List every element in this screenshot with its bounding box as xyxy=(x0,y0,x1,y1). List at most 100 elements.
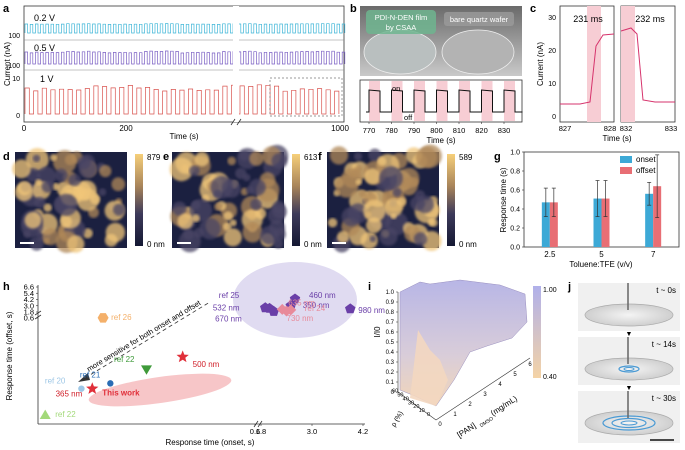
xtick-i-label: 2 xyxy=(468,402,472,408)
on-band xyxy=(414,81,425,121)
panel-h-ticks: 0.61.8 3.0 4.20.61.83.04.25.46.6 xyxy=(24,283,369,437)
ytick-h-label: 5.4 xyxy=(24,289,34,298)
panel-g-ylabel: Response time (s) xyxy=(499,167,508,232)
y-axis-break xyxy=(34,310,42,316)
afm-grain xyxy=(54,168,68,182)
xtick-h-label: 4.2 xyxy=(358,427,368,436)
xtick-b-label: 790 xyxy=(408,126,421,135)
film-wafer xyxy=(363,29,437,75)
bar-onset xyxy=(541,202,550,247)
legend-onset-swatch xyxy=(620,156,632,163)
panel-j: j t ~ 0s t ~ 14s t ~ 30s ▼ ▼ xyxy=(567,281,680,443)
ztick-i-label: 0.1 xyxy=(386,380,395,386)
photo-t2: t ~ 30s xyxy=(578,391,680,443)
panel-i-colorbar xyxy=(533,286,541,378)
colorbar-f-bottom: 0 nm xyxy=(459,240,477,249)
panel-i-xticks: 0 1 2 3 4 5 6 xyxy=(438,362,532,428)
panel-i-xlabel-unit: (mg/mL) xyxy=(489,394,519,418)
afm-grain xyxy=(229,219,237,227)
afm-grain xyxy=(223,211,233,221)
panel-g-bars xyxy=(541,154,662,247)
point-460-nm xyxy=(289,293,301,304)
xtick-h-label: 3.0 xyxy=(307,427,317,436)
ytick-i-label: 50 xyxy=(397,393,403,399)
ytick-i-label: 10 xyxy=(419,408,425,414)
panel-letter-h: h xyxy=(3,281,10,293)
panel-i-colorbar-top: 1.00 xyxy=(543,287,557,294)
ytick-g-label: 0.2 xyxy=(510,226,520,233)
panel-g-xlabel: Toluene:TFE (v/v) xyxy=(569,260,632,269)
point-ref-22 xyxy=(141,365,152,375)
afm-grain xyxy=(249,151,264,166)
film-label-line1: PDI-N-DEN film xyxy=(375,13,428,22)
afm-grain xyxy=(32,154,41,163)
afm-grain xyxy=(12,159,31,179)
panel-letter-a: a xyxy=(3,3,10,15)
xtick-c-832: 832 xyxy=(620,124,633,133)
xtick-b-label: 770 xyxy=(363,126,376,135)
point-label-11: 532 nm xyxy=(213,303,240,312)
sensitivity-arrow xyxy=(84,301,211,379)
panel-letter-g: g xyxy=(494,151,501,163)
point-label-4: ref 26 xyxy=(111,313,132,322)
axis-break-mask xyxy=(233,6,239,122)
ytick-i-label: 20 xyxy=(413,404,419,410)
afm-grain xyxy=(43,203,52,212)
afm-grain xyxy=(214,202,222,211)
panel-h-ylabel: Response time (offset, s) xyxy=(5,311,14,400)
ztick-i-label: 0.2 xyxy=(386,370,395,376)
afm-grain xyxy=(368,148,382,162)
surface-dip xyxy=(410,330,448,406)
point-label-12: 670 nm xyxy=(215,314,242,323)
afm-grain xyxy=(98,188,107,196)
ytick-c-30: 30 xyxy=(548,15,556,22)
afm-grain xyxy=(55,193,78,216)
panel-i-xaxis xyxy=(435,357,531,421)
rise-time-label: 231 ms xyxy=(573,14,603,24)
trace-0-5v xyxy=(24,50,346,65)
panel-letter-c: c xyxy=(530,3,536,15)
afm-grain xyxy=(34,196,46,209)
afm-grain xyxy=(392,187,402,197)
film-label-line2: by CSAA xyxy=(386,23,416,32)
afm-grain xyxy=(23,230,31,238)
panel-i-xlabel-sub: DMSO xyxy=(479,416,495,429)
dish-t2 xyxy=(584,410,674,436)
afm-grain xyxy=(398,167,420,189)
ztick-i-label: 0.5 xyxy=(386,340,395,346)
trace-label-0-5v: 0.5 V xyxy=(34,43,55,53)
xtick-h-label: 0.6 xyxy=(250,427,260,436)
ytick-g-label: 1.0 xyxy=(510,150,520,157)
ztick-i-label: 0.7 xyxy=(386,320,395,326)
panel-a-frame xyxy=(23,5,345,123)
afm-grain xyxy=(199,218,221,240)
afm-grain xyxy=(363,199,386,223)
xtick-g-label: 7 xyxy=(651,250,656,259)
xtick-g-label: 5 xyxy=(599,250,604,259)
afm-grain xyxy=(42,228,60,246)
ytick-i-label: 60 xyxy=(392,389,398,395)
afm-grain xyxy=(272,204,287,219)
panel-letter-e: e xyxy=(163,151,169,163)
photo-t1: t ~ 14s xyxy=(578,337,680,385)
panel-i-zticks: 0 0.1 0.2 0.3 0.4 0.5 0.6 0.7 0.8 0.9 1.0 xyxy=(386,290,398,396)
afm-grain xyxy=(390,213,397,220)
afm-grain xyxy=(68,174,81,187)
ztick-i-label: 0.8 xyxy=(386,310,395,316)
spiral-t2-a xyxy=(602,415,656,431)
panel-a-ylabel: Current (nA) xyxy=(3,42,12,86)
afm-grain xyxy=(189,165,200,177)
spiral-t2-c xyxy=(620,420,638,426)
on-band xyxy=(459,81,470,121)
panel-letter-i: i xyxy=(368,281,371,293)
afm-grain xyxy=(335,174,359,198)
panel-f: f 589 0 nm xyxy=(318,144,477,253)
photo-t2-label: t ~ 30s xyxy=(652,394,676,403)
xtick-b-label: 780 xyxy=(385,126,398,135)
afm-grain xyxy=(99,165,112,178)
spiral-t2-b xyxy=(611,417,647,429)
bar-offset xyxy=(601,198,610,247)
trace-label-0-2v: 0.2 V xyxy=(34,13,55,23)
panel-g: g 0.00.20.40.60.81.0 2.5 5 7 onset offset … xyxy=(494,150,680,269)
